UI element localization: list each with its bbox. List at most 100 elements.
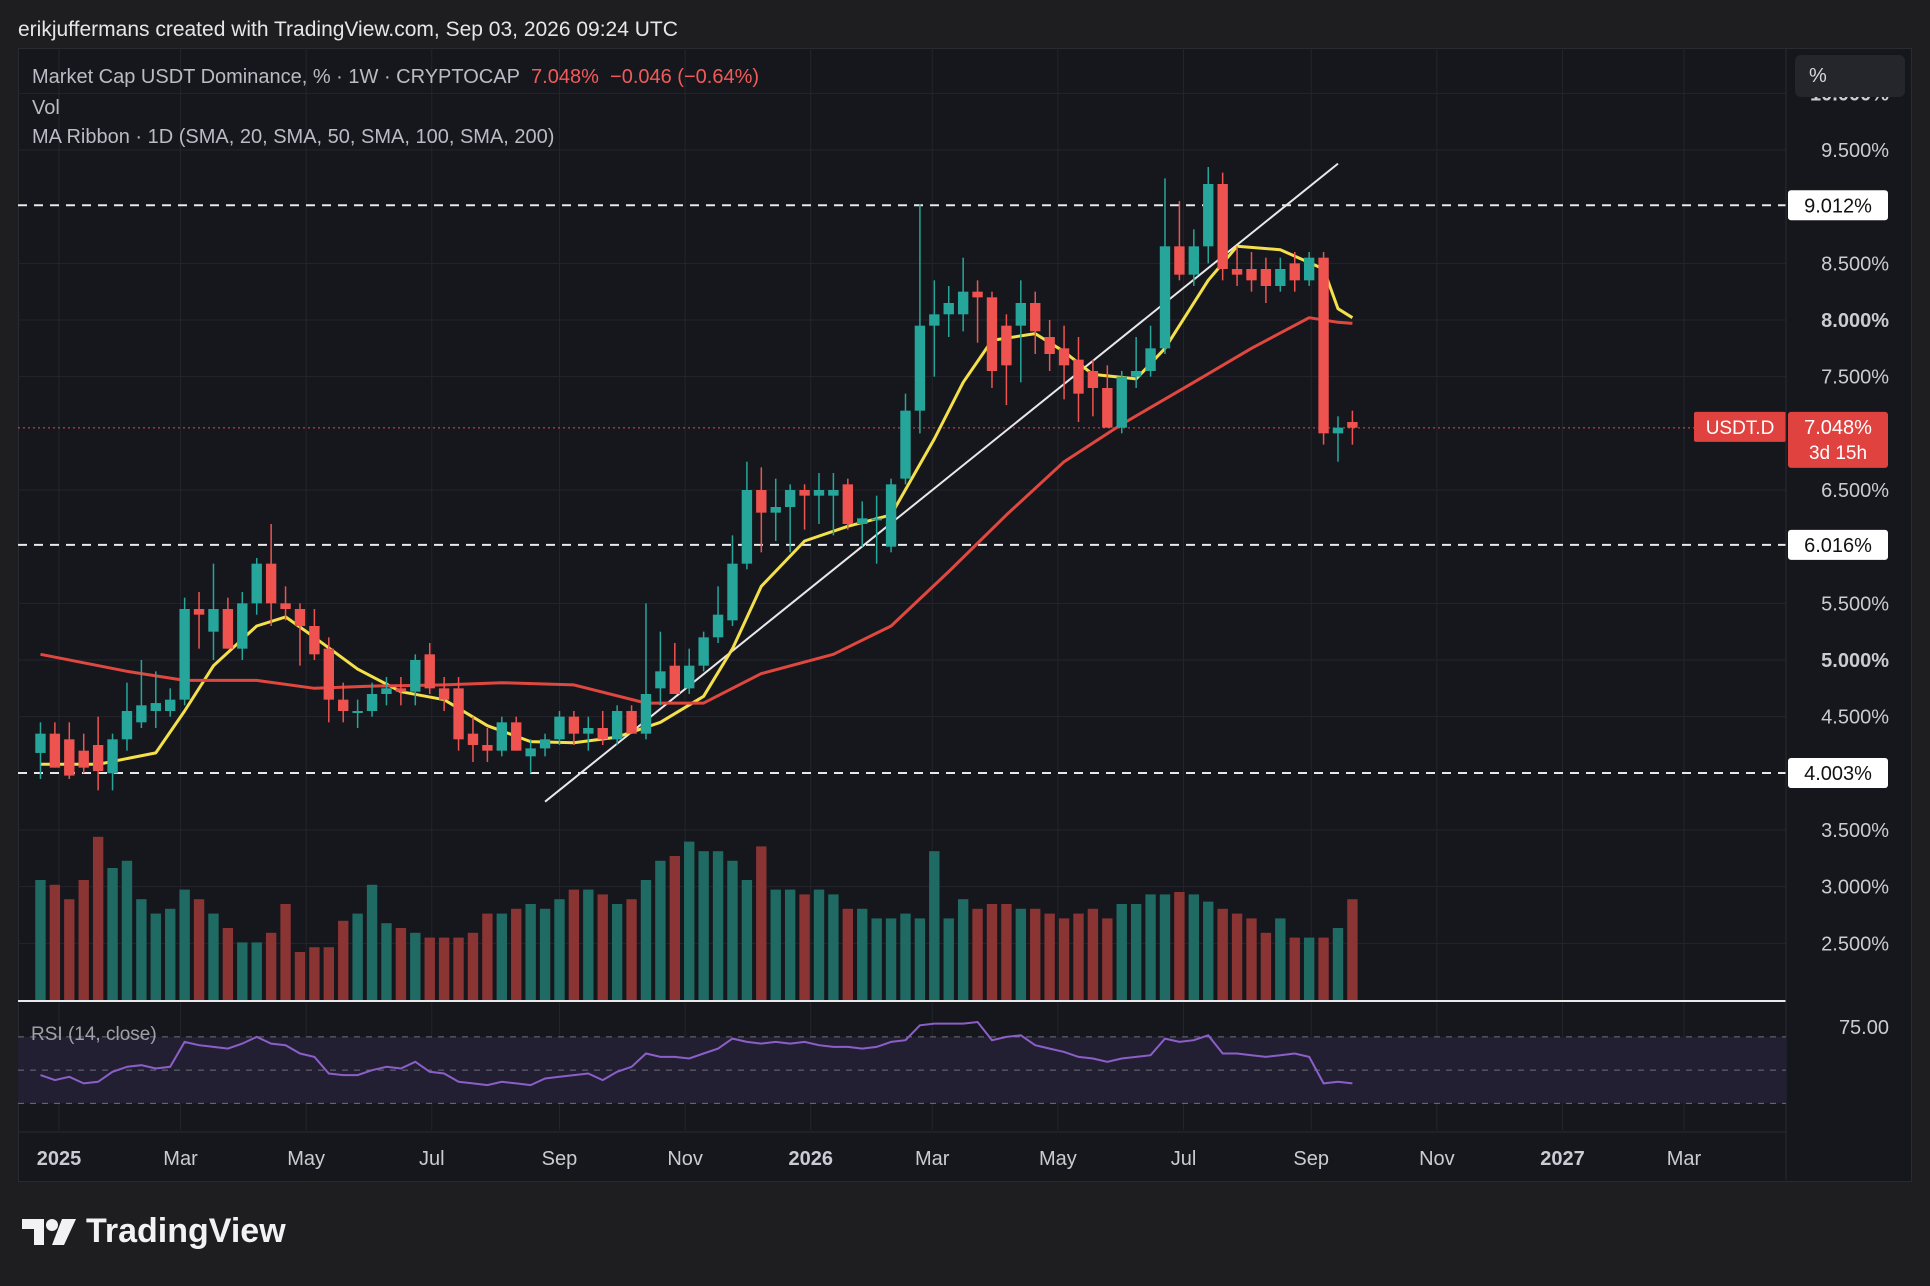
percent-scale-button[interactable]: % (1795, 55, 1905, 97)
time-axis-label: May (287, 1148, 325, 1170)
rsi-axis-label: 75.00 (1839, 1017, 1889, 1039)
candle-body (1231, 269, 1243, 275)
candle-body (857, 518, 868, 524)
volume-bar (453, 937, 464, 1000)
volume-bar (381, 923, 392, 1000)
candle-body (265, 563, 277, 604)
volume-bar (712, 851, 724, 1000)
volume-bar (885, 918, 897, 1000)
price-axis-label: 5.500% (1821, 593, 1889, 615)
tradingview-logo: TradingView (22, 1212, 286, 1251)
candle-body (741, 490, 753, 564)
volume-bar (1044, 913, 1055, 1000)
volume-bar (813, 889, 825, 1000)
volume-bar (338, 920, 349, 1000)
volume-bar (438, 937, 450, 1000)
volume-bar (410, 932, 421, 1000)
volume-bar (1318, 937, 1329, 1000)
price-axis-label: 9.500% (1821, 140, 1889, 162)
candle-body (1073, 359, 1084, 394)
volume-bar (64, 899, 75, 1000)
price-axis: 10.000%9.500%8.500%8.000%7.500%6.500%5.5… (18, 48, 1889, 1180)
volume-bar (1246, 918, 1257, 1000)
candle-body (165, 699, 176, 711)
volume-bar (914, 918, 926, 1000)
volume-bar (1275, 918, 1286, 1000)
volume-bar (1073, 913, 1084, 1000)
volume-bar (871, 918, 882, 1000)
time-axis-label: Jul (419, 1148, 445, 1170)
volume-bar (49, 884, 61, 1000)
volume-bar (395, 928, 407, 1000)
candle-body (784, 490, 796, 507)
volume-bar (1217, 908, 1228, 1000)
candle-body (1217, 184, 1228, 269)
volume-bar (1231, 913, 1243, 1000)
candle-body (1102, 388, 1113, 428)
candle-body (511, 722, 522, 751)
volume-bar (698, 851, 709, 1000)
volume-bar (165, 908, 176, 1000)
volume-bar (554, 899, 565, 1000)
time-axis-label: Sep (1293, 1148, 1329, 1170)
candle-body (1044, 337, 1055, 354)
time-axis-label: May (1039, 1148, 1077, 1170)
horizontal-levels: 9.012% 6.016% 4.003% (18, 190, 1888, 788)
volume-bar (496, 913, 507, 1000)
candle-body (424, 654, 435, 689)
candle-body (482, 745, 493, 751)
candle-body (957, 291, 969, 315)
volume-bar (78, 880, 89, 1000)
time-axis-label: Nov (1419, 1148, 1455, 1170)
sma-20-line (40, 244, 1354, 766)
candle-body (943, 303, 954, 315)
candle-body (438, 688, 450, 700)
candles (35, 167, 1358, 791)
price-axis-label: 7.500% (1821, 367, 1889, 389)
volume-bar (1116, 904, 1127, 1000)
time-axis-label: Mar (1667, 1148, 1702, 1170)
candle-body (626, 711, 637, 734)
candle-body (885, 484, 897, 547)
volume-bar (482, 913, 493, 1000)
candle-body (395, 688, 407, 692)
volume-bar (525, 904, 536, 1000)
candle-body (35, 733, 46, 753)
candle-body (1001, 325, 1012, 366)
volume-legend[interactable]: Vol (32, 97, 60, 119)
symbol-legend[interactable]: Market Cap USDT Dominance, % · 1W · CRYP… (32, 66, 759, 89)
price-change: −0.046 (−0.64%) (610, 66, 760, 88)
volume-bar (943, 918, 954, 1000)
ma-ribbon-legend[interactable]: MA Ribbon · 1D (SMA, 20, SMA, 50, SMA, 1… (32, 126, 555, 148)
volume-bar (727, 860, 738, 1000)
candle-body (640, 694, 652, 734)
level-label: 4.003% (1804, 763, 1872, 785)
candle-body (568, 716, 580, 734)
candle-body (1318, 257, 1329, 434)
candle-body (193, 609, 205, 615)
candle-body (179, 609, 190, 700)
time-axis-label: 2026 (788, 1148, 833, 1170)
price-axis-label: 3.500% (1821, 820, 1889, 842)
candle-body (1275, 269, 1286, 286)
volume-bar (1188, 894, 1200, 1000)
level-label-box (1788, 190, 1888, 221)
candle-body (309, 626, 320, 655)
candle-body (251, 563, 262, 604)
candle-body (222, 609, 234, 649)
candle-body (698, 637, 709, 666)
volume-bar (655, 860, 666, 1000)
volume-bar (1260, 932, 1272, 1000)
volume-bar (842, 908, 854, 1000)
candle-body (338, 699, 349, 711)
volume-bar (1030, 908, 1041, 1000)
level-label: 9.012% (1804, 195, 1872, 217)
time-axis-label: Sep (542, 1148, 578, 1170)
symbol-name: Market Cap USDT Dominance, % · 1W · CRYP… (32, 66, 520, 88)
candle-body (1116, 376, 1127, 428)
volume-bar (136, 899, 147, 1000)
candle-body (583, 728, 594, 734)
candle-body (756, 490, 767, 513)
candle-body (381, 688, 392, 694)
